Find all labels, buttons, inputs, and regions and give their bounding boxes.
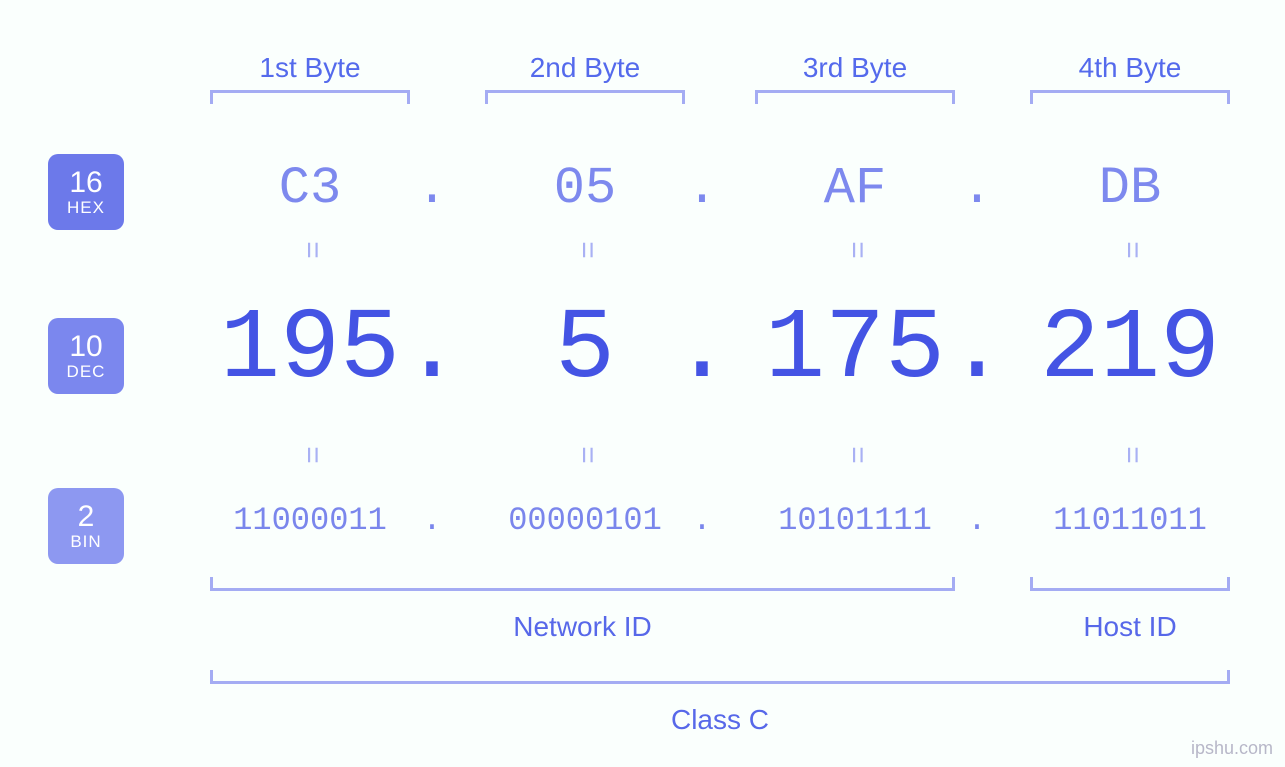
byte-header-2: 3rd Byte bbox=[755, 52, 955, 84]
bin-dot-0: . bbox=[417, 504, 447, 536]
bracket-byte-3 bbox=[1030, 90, 1230, 104]
dec-dot-2: . bbox=[952, 300, 1002, 400]
watermark: ipshu.com bbox=[1191, 738, 1273, 759]
bracket-host-id bbox=[1030, 577, 1230, 591]
label-class: Class C bbox=[210, 704, 1230, 736]
badge-dec-num: 10 bbox=[69, 331, 102, 363]
badge-hex-num: 16 bbox=[69, 167, 102, 199]
dec-dot-1: . bbox=[677, 300, 727, 400]
bin-byte-0: 11000011 bbox=[210, 504, 410, 536]
badge-bin-lbl: BIN bbox=[70, 533, 101, 551]
dec-dot-0: . bbox=[407, 300, 457, 400]
badge-dec: 10 DEC bbox=[48, 318, 124, 394]
hex-dot-0: . bbox=[412, 162, 452, 214]
hex-dot-1: . bbox=[682, 162, 722, 214]
byte-header-0: 1st Byte bbox=[210, 52, 410, 84]
badge-hex-lbl: HEX bbox=[67, 199, 105, 217]
badge-bin: 2 BIN bbox=[48, 488, 124, 564]
byte-header-3: 4th Byte bbox=[1030, 52, 1230, 84]
label-network-id: Network ID bbox=[210, 611, 955, 643]
bracket-network-id bbox=[210, 577, 955, 591]
byte-header-1: 2nd Byte bbox=[485, 52, 685, 84]
bin-dot-1: . bbox=[687, 504, 717, 536]
bin-byte-1: 00000101 bbox=[485, 504, 685, 536]
hex-dot-2: . bbox=[957, 162, 997, 214]
badge-hex: 16 HEX bbox=[48, 154, 124, 230]
badge-bin-num: 2 bbox=[78, 501, 95, 533]
bin-byte-3: 11011011 bbox=[1030, 504, 1230, 536]
bin-byte-2: 10101111 bbox=[755, 504, 955, 536]
label-host-id: Host ID bbox=[1030, 611, 1230, 643]
badge-dec-lbl: DEC bbox=[67, 363, 106, 381]
bracket-byte-2 bbox=[755, 90, 955, 104]
bin-dot-2: . bbox=[962, 504, 992, 536]
bracket-byte-0 bbox=[210, 90, 410, 104]
bracket-byte-1 bbox=[485, 90, 685, 104]
bracket-class bbox=[210, 670, 1230, 684]
